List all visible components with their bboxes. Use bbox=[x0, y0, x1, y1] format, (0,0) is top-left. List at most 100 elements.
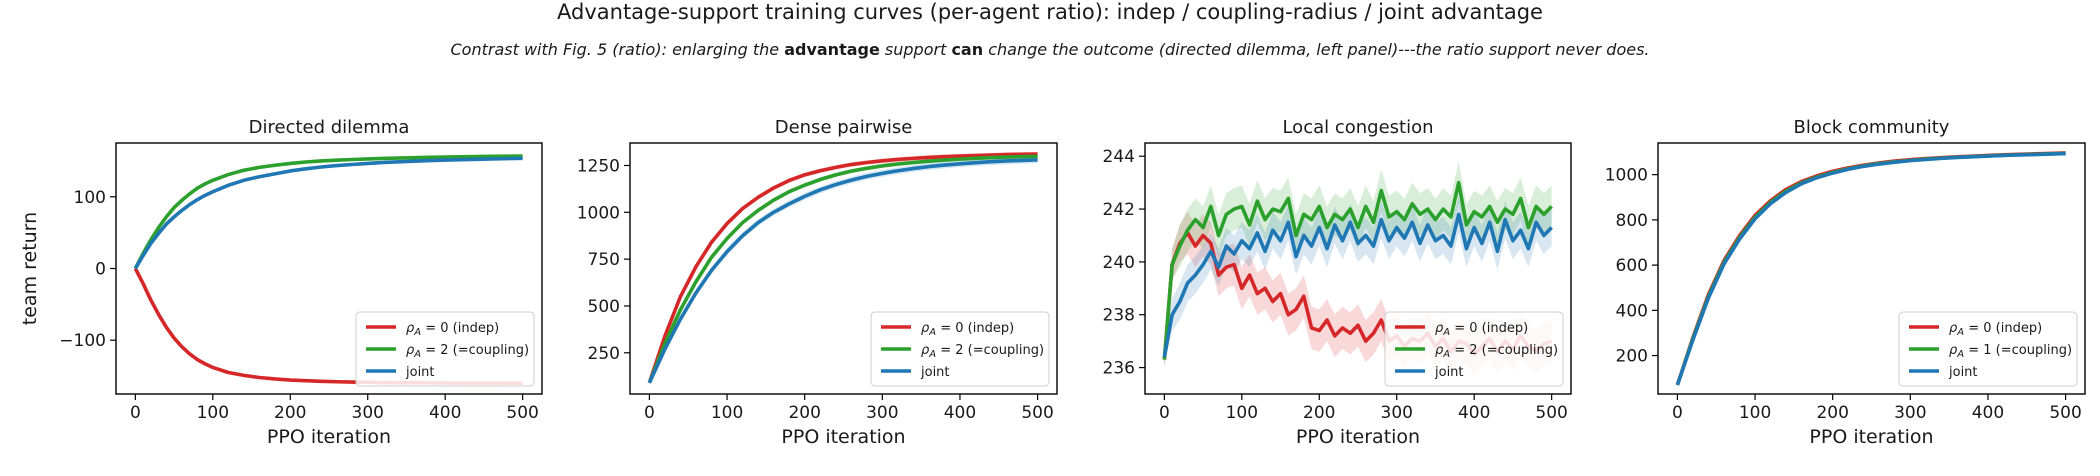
y-tick-label: 242 bbox=[1103, 200, 1135, 220]
legend-entry-label: ρA = 0 (indep) bbox=[1435, 321, 1528, 338]
subtitle-bold-run: can bbox=[951, 40, 983, 59]
x-tick-label: 200 bbox=[1303, 403, 1335, 423]
legend-entry-label: ρA = 0 (indep) bbox=[406, 321, 499, 338]
legend-symbol: ρ bbox=[921, 343, 930, 358]
y-tick-label: 0 bbox=[95, 260, 106, 280]
x-tick-label: 100 bbox=[711, 403, 743, 423]
x-tick-label: 500 bbox=[506, 403, 538, 423]
x-tick-label: 400 bbox=[1458, 403, 1490, 423]
legend-symbol: ρ bbox=[1949, 343, 1958, 358]
legend-text: joint bbox=[405, 365, 435, 380]
legend-subscript: A bbox=[1956, 327, 1964, 338]
x-tick-label: 0 bbox=[130, 403, 141, 423]
legend-text: joint bbox=[920, 365, 950, 380]
panel-title: Block community bbox=[1794, 117, 1950, 138]
subtitle-bold-run: advantage bbox=[784, 40, 880, 59]
legend-text: = 0 (indep) bbox=[1450, 321, 1528, 336]
legend-symbol: ρ bbox=[406, 343, 415, 358]
x-axis-label: PPO iteration bbox=[1809, 426, 1933, 448]
subtitle-run: support bbox=[880, 40, 952, 59]
y-tick-label: 600 bbox=[1616, 256, 1648, 276]
legend-entry-label: ρA = 1 (=coupling) bbox=[1949, 343, 2072, 360]
legend-symbol: ρ bbox=[406, 321, 415, 336]
y-tick-label: 200 bbox=[1616, 347, 1648, 367]
legend-entry-label: joint bbox=[405, 365, 435, 380]
legend-text: = 0 (indep) bbox=[421, 321, 499, 336]
legend-entry-label: joint bbox=[1434, 365, 1464, 380]
y-tick-label: 750 bbox=[588, 250, 620, 270]
x-tick-label: 500 bbox=[1535, 403, 1567, 423]
y-tick-label: 1250 bbox=[577, 156, 620, 176]
x-axis-label: PPO iteration bbox=[1296, 426, 1420, 448]
legend-symbol: ρ bbox=[1435, 321, 1444, 336]
legend-symbol: ρ bbox=[1949, 321, 1958, 336]
x-tick-label: 300 bbox=[866, 403, 898, 423]
legend: ρA = 0 (indep)ρA = 1 (=coupling)joint bbox=[1898, 311, 2078, 387]
x-tick-label: 0 bbox=[1159, 403, 1170, 423]
panel-0: Directed dilemma 0 100 200 300 400 500 −100 0 100… bbox=[19, 117, 543, 448]
series-band-coupling bbox=[135, 155, 523, 270]
legend-entry-label: ρA = 2 (=coupling) bbox=[1435, 343, 1558, 360]
plot-area bbox=[647, 151, 1038, 384]
plot-area bbox=[1675, 151, 2066, 386]
x-tick-label: 300 bbox=[1894, 403, 1926, 423]
y-tick-label: 250 bbox=[588, 344, 620, 364]
figure-title: Advantage-support training curves (per-a… bbox=[557, 0, 1543, 24]
x-tick-label: 100 bbox=[1226, 403, 1258, 423]
x-tick-label: 0 bbox=[644, 403, 655, 423]
legend-text: = 0 (indep) bbox=[1964, 321, 2042, 336]
legend-text: joint bbox=[1948, 365, 1978, 380]
subtitle-run: change the outcome (directed dilemma, le… bbox=[983, 40, 1649, 59]
legend-text: = 2 (=coupling) bbox=[421, 343, 529, 358]
legend-entry-label: ρA = 0 (indep) bbox=[1949, 321, 2042, 338]
x-tick-label: 400 bbox=[1972, 403, 2004, 423]
x-tick-label: 400 bbox=[944, 403, 976, 423]
legend-entry-label: ρA = 0 (indep) bbox=[921, 321, 1014, 338]
y-tick-label: 400 bbox=[1616, 301, 1648, 321]
x-tick-label: 100 bbox=[1739, 403, 1771, 423]
legend-subscript: A bbox=[928, 349, 936, 360]
legend-symbol: ρ bbox=[921, 321, 930, 336]
x-tick-label: 200 bbox=[788, 403, 820, 423]
axes-frame bbox=[1657, 142, 2086, 395]
figure-subtitle: Contrast with Fig. 5 (ratio): enlarging … bbox=[450, 40, 1649, 59]
legend-frame bbox=[1898, 311, 2078, 387]
y-tick-label: 500 bbox=[588, 297, 620, 317]
legend-text: = 2 (=coupling) bbox=[1450, 343, 1558, 358]
legend-subscript: A bbox=[413, 349, 421, 360]
axes-frame bbox=[1144, 142, 1572, 395]
panel-1: Dense pairwise 0 100 200 300 400 500 250 500 750 1… bbox=[577, 117, 1058, 448]
panel-title: Directed dilemma bbox=[249, 117, 410, 138]
x-tick-label: 500 bbox=[2049, 403, 2081, 423]
panel-2: Local congestion 0 100 200 300 400 500 236 238 24… bbox=[1103, 117, 1572, 448]
y-tick-label: 800 bbox=[1616, 211, 1648, 231]
legend-subscript: A bbox=[1956, 349, 1964, 360]
legend-subscript: A bbox=[413, 327, 421, 338]
legend-entry-label: joint bbox=[920, 365, 950, 380]
series-line-joint bbox=[133, 156, 523, 270]
series-line-joint bbox=[1162, 212, 1553, 358]
x-tick-label: 300 bbox=[1381, 403, 1413, 423]
y-axis-label: team return bbox=[19, 212, 41, 325]
y-tick-label: 1000 bbox=[1605, 166, 1648, 186]
panels: Directed dilemma 0 100 200 300 400 500 −100 0 100… bbox=[19, 117, 2086, 448]
x-tick-label: 500 bbox=[1021, 403, 1053, 423]
legend: ρA = 0 (indep)ρA = 2 (=coupling)joint bbox=[355, 311, 535, 387]
legend-subscript: A bbox=[1442, 327, 1450, 338]
y-tick-label: 240 bbox=[1103, 253, 1135, 273]
legend-frame bbox=[1384, 311, 1564, 387]
legend-text: = 1 (=coupling) bbox=[1964, 343, 2072, 358]
legend-text: joint bbox=[1434, 365, 1464, 380]
panel-title: Local congestion bbox=[1282, 117, 1433, 138]
series-line-joint bbox=[1675, 151, 2066, 386]
x-axis-label: PPO iteration bbox=[781, 426, 905, 448]
series-line-coupling bbox=[647, 154, 1038, 384]
x-axis-label: PPO iteration bbox=[267, 426, 391, 448]
x-tick-label: 0 bbox=[1672, 403, 1683, 423]
legend-subscript: A bbox=[928, 327, 936, 338]
legend-entry-label: joint bbox=[1948, 365, 1978, 380]
legend: ρA = 0 (indep)ρA = 2 (=coupling)joint bbox=[870, 311, 1050, 387]
legend-text: = 0 (indep) bbox=[936, 321, 1014, 336]
panel-title: Dense pairwise bbox=[775, 117, 913, 138]
